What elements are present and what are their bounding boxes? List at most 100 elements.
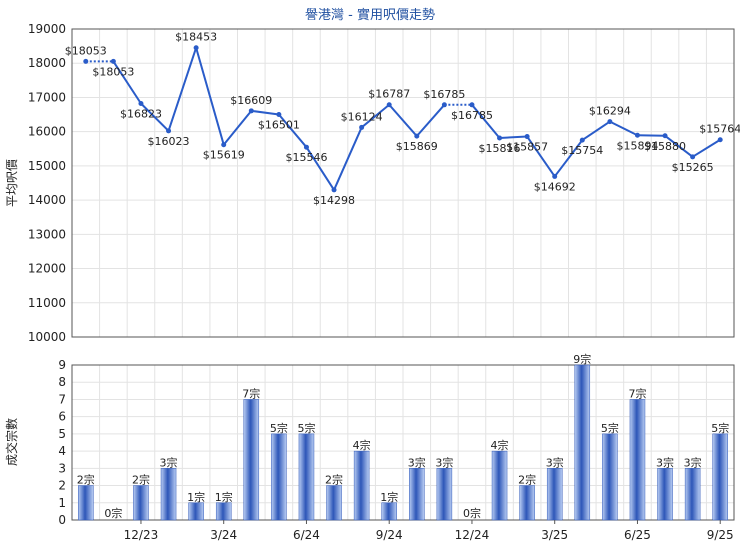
price-data-label: $16609	[230, 94, 272, 107]
count-bar	[520, 486, 535, 520]
price-data-label: $16294	[589, 105, 631, 118]
price-point	[607, 119, 612, 124]
count-data-label: 7宗	[628, 386, 646, 400]
price-point	[497, 135, 502, 140]
count-bar	[271, 434, 286, 520]
price-point	[663, 133, 668, 138]
count-data-label: 0宗	[104, 506, 122, 520]
count-y-tick: 8	[58, 375, 66, 389]
price-point	[442, 102, 447, 107]
count-y-tick: 3	[58, 461, 66, 475]
count-bar	[630, 399, 645, 520]
price-point	[332, 187, 337, 192]
price-point	[469, 102, 474, 107]
price-point	[525, 134, 530, 139]
count-bar	[547, 468, 562, 520]
count-y-tick: 5	[58, 427, 66, 441]
price-data-label: $16787	[368, 88, 410, 101]
price-line-segment	[500, 137, 528, 138]
count-y-tick: 2	[58, 479, 66, 493]
price-data-label: $15619	[203, 149, 245, 162]
x-tick-label: 9/24	[376, 528, 403, 542]
count-bar	[575, 365, 590, 520]
x-tick-label: 6/24	[293, 528, 320, 542]
price-point	[718, 137, 723, 142]
count-data-label: 0宗	[463, 506, 481, 520]
x-tick-label: 9/25	[707, 528, 734, 542]
price-y-tick: 14000	[28, 193, 66, 207]
x-tick-label: 3/25	[541, 528, 568, 542]
price-point	[249, 108, 254, 113]
count-data-label: 1宗	[215, 490, 233, 504]
price-data-label: $15754	[561, 144, 603, 157]
price-point	[414, 134, 419, 139]
price-data-label: $18053	[65, 44, 107, 57]
count-y-tick: 6	[58, 410, 66, 424]
count-bar	[354, 451, 369, 520]
count-data-label: 5宗	[601, 421, 619, 435]
price-data-label: $15880	[644, 140, 686, 153]
price-point	[83, 59, 88, 64]
price-data-label: $18453	[175, 31, 217, 44]
price-y-tick: 17000	[28, 90, 66, 104]
price-y-tick: 16000	[28, 125, 66, 139]
count-data-label: 2宗	[77, 473, 95, 487]
count-bar	[713, 434, 728, 520]
count-bar	[492, 451, 507, 520]
x-tick-label: 3/24	[210, 528, 237, 542]
count-data-label: 2宗	[132, 473, 150, 487]
count-bar	[244, 399, 259, 520]
count-y-tick: 0	[58, 513, 66, 527]
price-point	[635, 133, 640, 138]
price-data-label: $15546	[285, 151, 327, 164]
count-y-tick: 1	[58, 496, 66, 510]
price-data-label: $16023	[148, 135, 190, 148]
price-y-tick: 12000	[28, 262, 66, 276]
price-data-label: $16785	[451, 109, 493, 122]
price-point	[580, 138, 585, 143]
count-bar	[133, 486, 148, 520]
count-data-label: 1宗	[380, 490, 398, 504]
price-y-tick: 11000	[28, 296, 66, 310]
x-tick-label: 12/24	[455, 528, 490, 542]
count-y-tick: 7	[58, 392, 66, 406]
count-bar	[216, 503, 231, 520]
count-data-label: 9宗	[573, 352, 591, 366]
price-point	[138, 101, 143, 106]
price-y-axis-label: 平均呎價	[5, 159, 19, 207]
count-data-label: 3宗	[160, 455, 178, 469]
count-y-tick: 9	[58, 358, 66, 372]
price-data-label: $16124	[341, 110, 383, 123]
count-bar	[382, 503, 397, 520]
price-data-label: $14298	[313, 194, 355, 207]
price-data-label: $16785	[423, 88, 465, 101]
count-data-label: 3宗	[408, 455, 426, 469]
price-panel: 1900018000170001600015000140001300012000…	[28, 22, 740, 344]
count-bar	[189, 503, 204, 520]
x-tick-label: 12/23	[124, 528, 159, 542]
count-data-label: 3宗	[435, 455, 453, 469]
count-bar	[299, 434, 314, 520]
price-y-tick: 10000	[28, 330, 66, 344]
count-data-label: 1宗	[187, 490, 205, 504]
price-point	[304, 145, 309, 150]
price-point	[194, 45, 199, 50]
price-y-tick: 18000	[28, 56, 66, 70]
price-point	[359, 125, 364, 130]
price-point	[387, 102, 392, 107]
count-bar	[602, 434, 617, 520]
price-y-tick: 19000	[28, 22, 66, 36]
count-data-label: 4宗	[353, 438, 371, 452]
count-bar	[658, 468, 673, 520]
price-data-label: $15869	[396, 140, 438, 153]
price-point	[111, 59, 116, 64]
count-bar	[685, 468, 700, 520]
count-data-label: 5宗	[711, 421, 729, 435]
price-y-tick: 13000	[28, 227, 66, 241]
price-point	[166, 128, 171, 133]
count-bar	[327, 486, 342, 520]
count-bar	[409, 468, 424, 520]
count-bar	[437, 468, 452, 520]
